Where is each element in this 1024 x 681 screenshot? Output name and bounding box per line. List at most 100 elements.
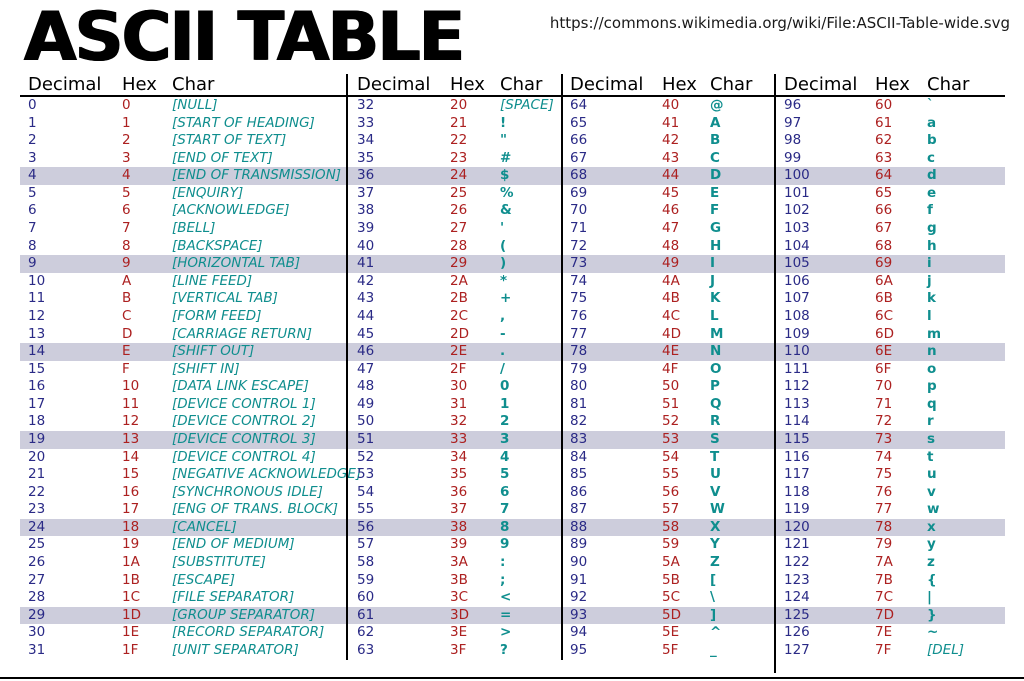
table-row: 86 56 V bbox=[563, 484, 774, 502]
decimal-cell: 67 bbox=[570, 149, 588, 166]
table-row: 22 16 [SYNCHRONOUS IDLE] bbox=[20, 484, 346, 502]
hex-cell: B bbox=[122, 290, 132, 307]
decimal-cell: 4 bbox=[28, 167, 37, 184]
decimal-cell: 34 bbox=[357, 132, 375, 149]
hex-cell: 1B bbox=[122, 571, 140, 588]
char-cell: 4 bbox=[500, 448, 510, 465]
table-row: 8 8 [BACKSPACE] bbox=[20, 238, 346, 256]
decimal-cell: 15 bbox=[28, 360, 46, 377]
decimal-cell: 71 bbox=[570, 220, 588, 237]
hex-cell: 1F bbox=[122, 641, 139, 658]
table-row: 109 6D m bbox=[776, 326, 1005, 344]
table-row: 78 4E N bbox=[563, 343, 774, 361]
decimal-cell: 87 bbox=[570, 501, 588, 518]
decimal-cell: 2 bbox=[28, 132, 37, 149]
hex-cell: 46 bbox=[662, 202, 680, 219]
decimal-cell: 25 bbox=[28, 536, 46, 553]
decimal-cell: 104 bbox=[784, 237, 810, 254]
hex-cell: E bbox=[122, 343, 131, 360]
decimal-cell: 43 bbox=[357, 290, 375, 307]
char-cell: - bbox=[500, 325, 506, 342]
table-row: 116 74 t bbox=[776, 449, 1005, 467]
source-url: https://commons.wikimedia.org/wiki/File:… bbox=[549, 14, 1010, 32]
char-cell: [UNIT SEPARATOR] bbox=[172, 641, 299, 658]
hex-cell: 68 bbox=[875, 237, 893, 254]
char-cell: [DEVICE CONTROL 4] bbox=[172, 448, 316, 465]
decimal-cell: 121 bbox=[784, 536, 810, 553]
hex-cell: 4A bbox=[662, 272, 680, 289]
decimal-cell: 52 bbox=[357, 448, 375, 465]
table-row: 45 2D - bbox=[348, 326, 561, 344]
char-cell: 6 bbox=[500, 483, 510, 500]
table-row: 63 3F? bbox=[348, 642, 561, 660]
hex-cell: 1D bbox=[122, 606, 141, 623]
char-cell: [SYNCHRONOUS IDLE] bbox=[172, 483, 323, 500]
hex-cell: 77 bbox=[875, 501, 893, 518]
decimal-cell: 9 bbox=[28, 255, 37, 272]
hex-cell: 25 bbox=[450, 184, 468, 201]
hex-cell: 40 bbox=[662, 97, 680, 113]
char-cell: Y bbox=[710, 536, 720, 553]
table-row: 1 1 [START OF HEADING] bbox=[20, 115, 346, 133]
char-cell: m bbox=[927, 325, 942, 342]
char-cell: * bbox=[500, 272, 508, 289]
char-cell: J bbox=[710, 272, 716, 289]
hex-cell: 67 bbox=[875, 220, 893, 237]
char-cell: [NEGATIVE ACKNOWLEDGE] bbox=[172, 466, 362, 483]
char-cell: V bbox=[710, 483, 721, 500]
table-row: 60 3C < bbox=[348, 589, 561, 607]
char-cell: @ bbox=[710, 97, 724, 113]
table-row: 98 62 b bbox=[776, 132, 1005, 150]
hex-cell: 54 bbox=[662, 448, 680, 465]
hex-cell: 22 bbox=[450, 132, 468, 149]
decimal-cell: 51 bbox=[357, 430, 375, 447]
hex-cell: 49 bbox=[662, 255, 680, 272]
table-row: 67 43 C bbox=[563, 150, 774, 168]
char-cell: j bbox=[927, 272, 932, 289]
decimal-cell: 19 bbox=[28, 430, 46, 447]
hex-cell: 5E bbox=[662, 624, 680, 641]
hex-cell: 5B bbox=[662, 571, 680, 588]
hex-cell: 31 bbox=[450, 395, 468, 412]
hex-cell: 41 bbox=[662, 114, 680, 131]
hex-cell: 58 bbox=[662, 518, 680, 535]
decimal-cell: 96 bbox=[784, 97, 802, 113]
table-row: 83 53 S bbox=[563, 430, 774, 449]
decimal-cell: 101 bbox=[784, 184, 810, 201]
char-cell: [SHIFT IN] bbox=[172, 360, 240, 377]
char-cell: [HORIZONTAL TAB] bbox=[172, 255, 301, 272]
char-cell: & bbox=[500, 202, 512, 219]
char-cell: [VERTICAL TAB] bbox=[172, 290, 278, 307]
char-cell: Q bbox=[710, 395, 722, 412]
char-cell: < bbox=[500, 589, 512, 606]
hex-cell: 2 bbox=[122, 132, 131, 149]
decimal-cell: 48 bbox=[357, 378, 375, 395]
table-row: 100 64 d bbox=[776, 167, 1005, 185]
table-row: 25 19 [END OF MEDIUM] bbox=[20, 536, 346, 554]
decimal-cell: 56 bbox=[357, 518, 375, 535]
table-row: 4 4 [END OF TRANSMISSION] bbox=[20, 167, 346, 185]
decimal-cell: 127 bbox=[784, 641, 810, 658]
column-header-decimal: Decimal bbox=[357, 74, 431, 95]
hex-cell: 30 bbox=[450, 378, 468, 395]
decimal-cell: 66 bbox=[570, 132, 588, 149]
char-cell: [DATA LINK ESCAPE] bbox=[172, 378, 309, 395]
decimal-cell: 70 bbox=[570, 202, 588, 219]
table-row: 59 3B; bbox=[348, 572, 561, 590]
table-header-row: Decimal Hex Char bbox=[20, 74, 346, 97]
table-row: 122 7A z bbox=[776, 554, 1005, 572]
hex-cell: 5 bbox=[122, 184, 131, 201]
hex-cell: 17 bbox=[122, 501, 140, 518]
hex-cell: 11 bbox=[122, 395, 140, 412]
column-header-char: Char bbox=[927, 74, 970, 95]
hex-cell: 6F bbox=[875, 360, 892, 377]
decimal-cell: 41 bbox=[357, 255, 375, 272]
decimal-cell: 26 bbox=[28, 554, 46, 571]
decimal-cell: 94 bbox=[570, 624, 588, 641]
hex-cell: 19 bbox=[122, 536, 140, 553]
decimal-cell: 76 bbox=[570, 307, 588, 324]
char-cell: X bbox=[710, 518, 721, 535]
decimal-cell: 16 bbox=[28, 378, 46, 395]
decimal-cell: 58 bbox=[357, 554, 375, 571]
table-row: 79 4F O bbox=[563, 361, 774, 379]
